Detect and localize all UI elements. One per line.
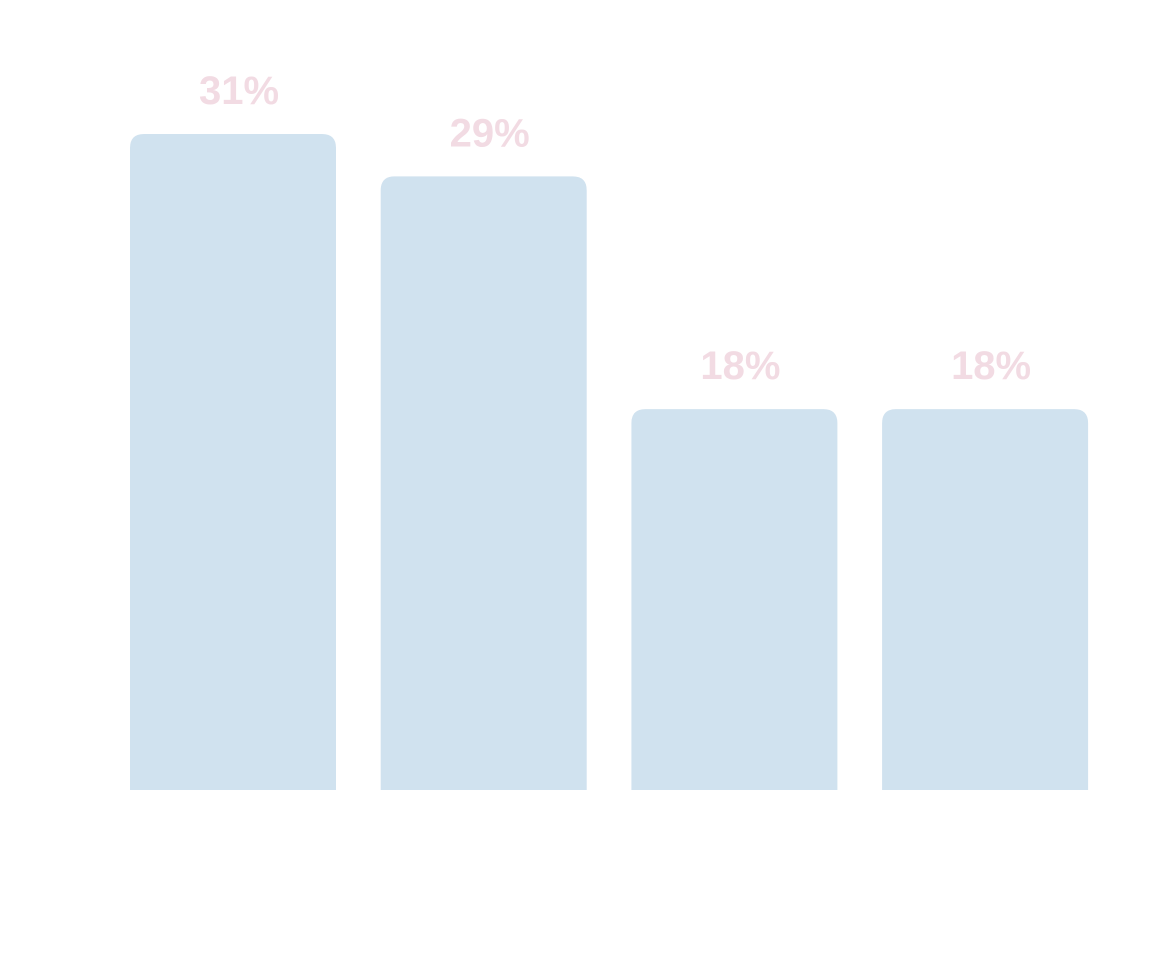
bar-2: [380, 176, 587, 791]
bar-value-label-3: 18%: [700, 344, 780, 388]
bar-value-label-1: 31%: [199, 69, 279, 113]
bar-value-label-2: 29%: [450, 111, 530, 155]
bar-1: [130, 134, 336, 790]
bar-3: [631, 409, 838, 790]
bar-value-label-4: 18%: [951, 344, 1031, 388]
bars-group: [130, 134, 1089, 791]
value-labels-group: 31% 29% 18% 18%: [199, 69, 1031, 388]
bar-4: [882, 409, 1089, 790]
